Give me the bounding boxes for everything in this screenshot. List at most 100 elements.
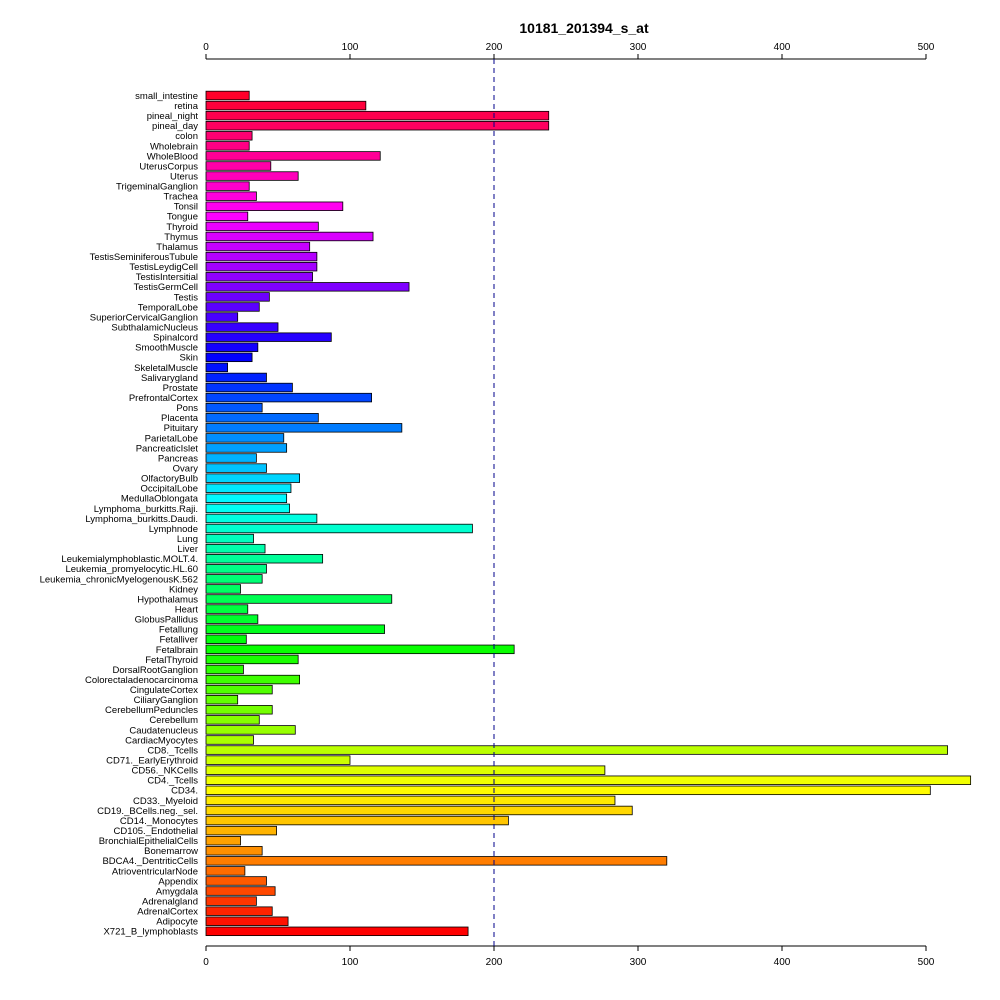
- category-label: DorsalRootGanglion: [112, 665, 198, 676]
- bar-pineal_day: [205, 121, 550, 131]
- category-label: MedullaOblongata: [121, 494, 199, 505]
- bar-Fetalliver: [205, 634, 247, 644]
- bar-UterusCorpus: [205, 161, 272, 171]
- bar-MedullaOblongata: [205, 493, 288, 504]
- bar-PrefrontalCortex: [205, 392, 373, 403]
- category-label: retina: [174, 101, 198, 112]
- bar-pineal_night: [205, 110, 550, 121]
- category-label: GlobusPallidus: [135, 615, 199, 626]
- category-label: Pituitary: [164, 423, 199, 434]
- tick-label: 500: [918, 957, 935, 968]
- bar-Thyroid: [205, 221, 319, 232]
- bar-Skin: [205, 352, 253, 363]
- category-label: Fetalbrain: [156, 645, 198, 656]
- bar-Adrenalgland: [205, 896, 257, 906]
- category-label: Ovary: [173, 463, 199, 474]
- category-label: SuperiorCervicalGanglion: [90, 312, 198, 323]
- bar-SubthalamicNucleus: [205, 322, 279, 332]
- category-label: Liver: [177, 544, 198, 555]
- bar-Liver: [205, 543, 266, 554]
- category-label: Tonsil: [174, 202, 198, 213]
- category-label: Lymphoma_burkitts.Raji.: [94, 504, 198, 515]
- bar-CingulateCortex: [205, 684, 273, 695]
- category-label: Trachea: [164, 192, 199, 203]
- bar-Appendix: [205, 876, 267, 886]
- bar-TrigeminalGanglion: [205, 181, 250, 191]
- bar-Pons: [205, 402, 263, 413]
- bar-Caudatenucleus: [205, 725, 296, 735]
- category-label: Fetalliver: [159, 635, 198, 646]
- bar-SkeletalMuscle: [205, 362, 229, 373]
- bar-Kidney: [205, 584, 241, 594]
- bar-BronchialEpithelialCells: [205, 835, 241, 846]
- bars-group: [205, 90, 972, 937]
- bar-Amygdala: [205, 886, 276, 896]
- category-label: TestisGermCell: [134, 282, 198, 293]
- bar-Uterus: [205, 171, 299, 181]
- bar-Bonemarrow: [205, 846, 263, 856]
- category-label: BronchialEpithelialCells: [99, 836, 199, 847]
- bar-Wholebrain: [205, 141, 250, 151]
- category-label: CD34.: [171, 786, 198, 797]
- category-label: Adrenalgland: [142, 897, 198, 908]
- tick-label: 300: [630, 42, 647, 53]
- bar-Fetallung: [205, 624, 385, 634]
- category-label: Spinalcord: [153, 333, 198, 344]
- category-label: Skin: [180, 353, 198, 364]
- category-label: Uterus: [170, 171, 198, 182]
- category-label: SmoothMuscle: [135, 343, 198, 354]
- category-label: TestisLeydigCell: [129, 262, 198, 273]
- bar-Lung: [205, 533, 254, 544]
- category-label: TestisSeminiferousTubule: [90, 252, 198, 263]
- category-label: CD14._Monocytes: [120, 816, 198, 827]
- bar-X721_B_lymphoblasts: [205, 926, 469, 937]
- bar-BDCA4._DentriticCells: [205, 856, 668, 866]
- category-label: CingulateCortex: [130, 685, 198, 696]
- bar-Adipocyte: [205, 916, 289, 926]
- bar-TestisIntersitial: [205, 272, 313, 282]
- bar-Thymus: [205, 231, 374, 242]
- bar-Heart: [205, 604, 249, 614]
- category-label: CD33._Myeloid: [133, 796, 198, 807]
- bar-Tongue: [205, 211, 249, 222]
- bar-CD33._Myeloid: [205, 795, 616, 806]
- category-label: Thyroid: [166, 222, 198, 233]
- category-label: Lung: [177, 534, 198, 545]
- bar-Placenta: [205, 413, 319, 423]
- tick-label: 200: [486, 957, 503, 968]
- bar-CD105._Endothelial: [205, 825, 277, 836]
- category-label: Amygdala: [156, 886, 199, 897]
- category-label: CD56._NKCells: [131, 766, 198, 777]
- category-label: Placenta: [161, 413, 199, 424]
- bar-Leukemia_chronicMyelogenousK.562: [205, 574, 263, 584]
- category-label: Wholebrain: [150, 141, 198, 152]
- top-x-axis: 0 100 200 300 400 500: [203, 42, 935, 60]
- tick-label: 0: [203, 42, 209, 53]
- bar-AdrenalCortex: [205, 906, 273, 916]
- bar-CD71._EarlyErythroid: [205, 755, 351, 765]
- category-label: Kidney: [169, 584, 198, 595]
- bar-AtrioventricularNode: [205, 866, 246, 876]
- category-label: Hypothalamus: [137, 594, 198, 605]
- category-label: TestisIntersitial: [136, 272, 198, 283]
- category-label: Tongue: [167, 212, 198, 223]
- category-label: CD8._Tcells: [147, 745, 198, 756]
- bar-Pancreas: [205, 453, 257, 463]
- category-label: Pons: [176, 403, 198, 414]
- tick-label: 300: [630, 957, 647, 968]
- category-label: Testis: [174, 292, 199, 303]
- bar-GlobusPallidus: [205, 614, 259, 624]
- bar-CD8._Tcells: [205, 745, 948, 755]
- category-label: Leukemia_chronicMyelogenousK.562: [40, 574, 198, 585]
- bar-SuperiorCervicalGanglion: [205, 312, 239, 322]
- bar-OlfactoryBulb: [205, 473, 300, 483]
- bar-Hypothalamus: [205, 594, 393, 604]
- tick-label: 500: [918, 42, 935, 53]
- bar-WholeBlood: [205, 151, 381, 161]
- bar-SmoothMuscle: [205, 342, 259, 352]
- category-label: Bonemarrow: [144, 846, 198, 857]
- category-label: small_intestine: [135, 91, 198, 102]
- category-label: BDCA4._DentriticCells: [102, 856, 198, 867]
- category-label: Fetallung: [159, 625, 198, 636]
- category-label: Thymus: [164, 232, 198, 243]
